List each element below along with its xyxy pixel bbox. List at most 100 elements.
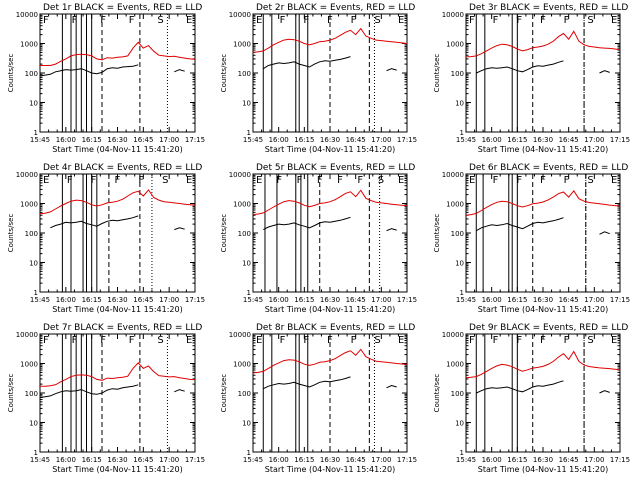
x-tick-label: 16:45 — [346, 296, 366, 304]
y-tick-label: 1 — [460, 449, 464, 457]
segment-letter: E — [398, 175, 404, 186]
x-tick-label: 17:15 — [397, 456, 417, 464]
segment-letter: F — [100, 335, 106, 346]
segment-letter: F — [303, 335, 309, 346]
segment-letter: E — [611, 175, 617, 186]
x-axis-label: Start Time (04-Nov-11 15:41:20) — [478, 145, 608, 154]
y-tick-label: 1000 — [446, 201, 464, 209]
segment-letter: F — [129, 335, 135, 346]
lld-series-line — [40, 362, 196, 387]
segment-letter: S — [587, 335, 593, 346]
segment-letter: F — [72, 15, 78, 26]
segment-letter: F — [276, 175, 282, 186]
segment-letter: F — [280, 335, 286, 346]
x-tick-label: 16:45 — [346, 136, 366, 144]
x-tick-label: 15:45 — [243, 136, 263, 144]
x-tick-label: 16:30 — [533, 296, 553, 304]
panel-title: Det 7r BLACK = Events, RED = LLD — [43, 323, 202, 333]
x-tick-label: 17:00 — [371, 456, 391, 464]
segment-letter: F — [564, 175, 570, 186]
plot-frame — [465, 13, 621, 133]
panel-det-4: Det 4r BLACK = Events, RED = LLD 1 10 100 10… — [7, 163, 205, 314]
segment-letter: F — [516, 15, 522, 26]
lld-series-line — [40, 41, 196, 66]
lld-series-line — [465, 30, 621, 58]
y-axis-label: Counts/sec — [7, 374, 15, 413]
panel-title: Det 1r BLACK = Events, RED = LLD — [43, 3, 202, 13]
y-tick-label: 10 — [242, 420, 251, 428]
x-tick-label: 17:15 — [610, 296, 630, 304]
x-tick-label: 16:00 — [482, 136, 502, 144]
x-tick-label: 17:00 — [159, 296, 179, 304]
segment-letter: F — [280, 15, 286, 26]
x-tick-label: 16:00 — [56, 456, 76, 464]
x-axis-label: Start Time (04-Nov-11 15:41:20) — [265, 305, 395, 314]
y-tick-label: 10000 — [16, 331, 38, 339]
x-tick-label: 17:15 — [185, 136, 205, 144]
x-tick-label: 16:45 — [133, 296, 153, 304]
x-axis-label: Start Time (04-Nov-11 15:41:20) — [52, 465, 182, 474]
y-axis-label: Counts/sec — [220, 54, 228, 93]
x-tick-label: 17:15 — [397, 296, 417, 304]
x-tick-label: 16:15 — [82, 136, 102, 144]
x-tick-label: 16:45 — [559, 456, 579, 464]
segment-letter: E — [611, 335, 617, 346]
segment-letter: F — [91, 175, 97, 186]
y-tick-label: 10000 — [229, 331, 251, 339]
x-tick-label: 16:15 — [507, 456, 527, 464]
y-axis-label: Counts/sec — [433, 54, 441, 93]
panel-title: Det 6r BLACK = Events, RED = LLD — [469, 163, 628, 173]
y-tick-label: 1000 — [233, 361, 251, 369]
x-tick-label: 16:00 — [482, 296, 502, 304]
plot-frame — [39, 333, 196, 453]
x-tick-label: 17:15 — [185, 456, 205, 464]
y-tick-label: 100 — [451, 70, 464, 78]
x-axis-label: Start Time (04-Nov-11 15:41:20) — [265, 465, 395, 474]
x-tick-label: 16:00 — [56, 136, 76, 144]
segment-letter: F — [469, 335, 475, 346]
y-tick-label: 10000 — [229, 171, 251, 179]
x-tick-label: 16:00 — [269, 296, 289, 304]
segment-letter: E — [256, 335, 262, 346]
x-tick-label: 17:00 — [584, 456, 604, 464]
segment-letter: F — [138, 175, 144, 186]
panel-title: Det 5r BLACK = Events, RED = LLD — [256, 163, 415, 173]
segment-letter: F — [351, 335, 357, 346]
segment-letter: S — [157, 335, 163, 346]
x-tick-label: 16:00 — [482, 456, 502, 464]
x-tick-label: 15:45 — [30, 136, 50, 144]
segment-letter: F — [337, 175, 343, 186]
segment-letter: F — [115, 175, 121, 186]
y-tick-label: 10000 — [16, 171, 38, 179]
y-tick-label: 10 — [29, 260, 38, 268]
x-tick-label: 15:45 — [243, 456, 263, 464]
segment-letter: E — [611, 15, 617, 26]
x-tick-label: 17:00 — [371, 136, 391, 144]
y-tick-label: 1 — [247, 129, 251, 137]
x-tick-label: 16:15 — [82, 296, 102, 304]
x-tick-label: 15:45 — [456, 456, 476, 464]
x-tick-label: 16:45 — [559, 136, 579, 144]
y-axis-label: Counts/sec — [220, 374, 228, 413]
x-tick-label: 16:30 — [320, 136, 340, 144]
y-tick-label: 100 — [238, 230, 251, 238]
x-tick-label: 15:45 — [456, 296, 476, 304]
segment-letter: E — [398, 335, 404, 346]
y-tick-label: 1 — [34, 449, 38, 457]
segment-letter: F — [564, 15, 570, 26]
segment-letter: E — [256, 15, 262, 26]
x-tick-label: 16:30 — [320, 296, 340, 304]
segment-letter: F — [303, 15, 309, 26]
y-tick-label: 100 — [451, 230, 464, 238]
segment-letter: F — [493, 175, 499, 186]
y-tick-label: 100 — [451, 390, 464, 398]
plot-frame — [465, 333, 621, 453]
y-axis-label: Counts/sec — [7, 214, 15, 253]
segment-letter: F — [317, 175, 323, 186]
y-tick-label: 10 — [29, 420, 38, 428]
panel-det-9: Det 9r BLACK = Events, RED = LLD 1 10 100 10… — [433, 323, 630, 474]
segment-letter: F — [357, 175, 363, 186]
y-tick-label: 1 — [34, 289, 38, 297]
x-tick-label: 17:15 — [185, 296, 205, 304]
y-tick-label: 100 — [25, 230, 38, 238]
